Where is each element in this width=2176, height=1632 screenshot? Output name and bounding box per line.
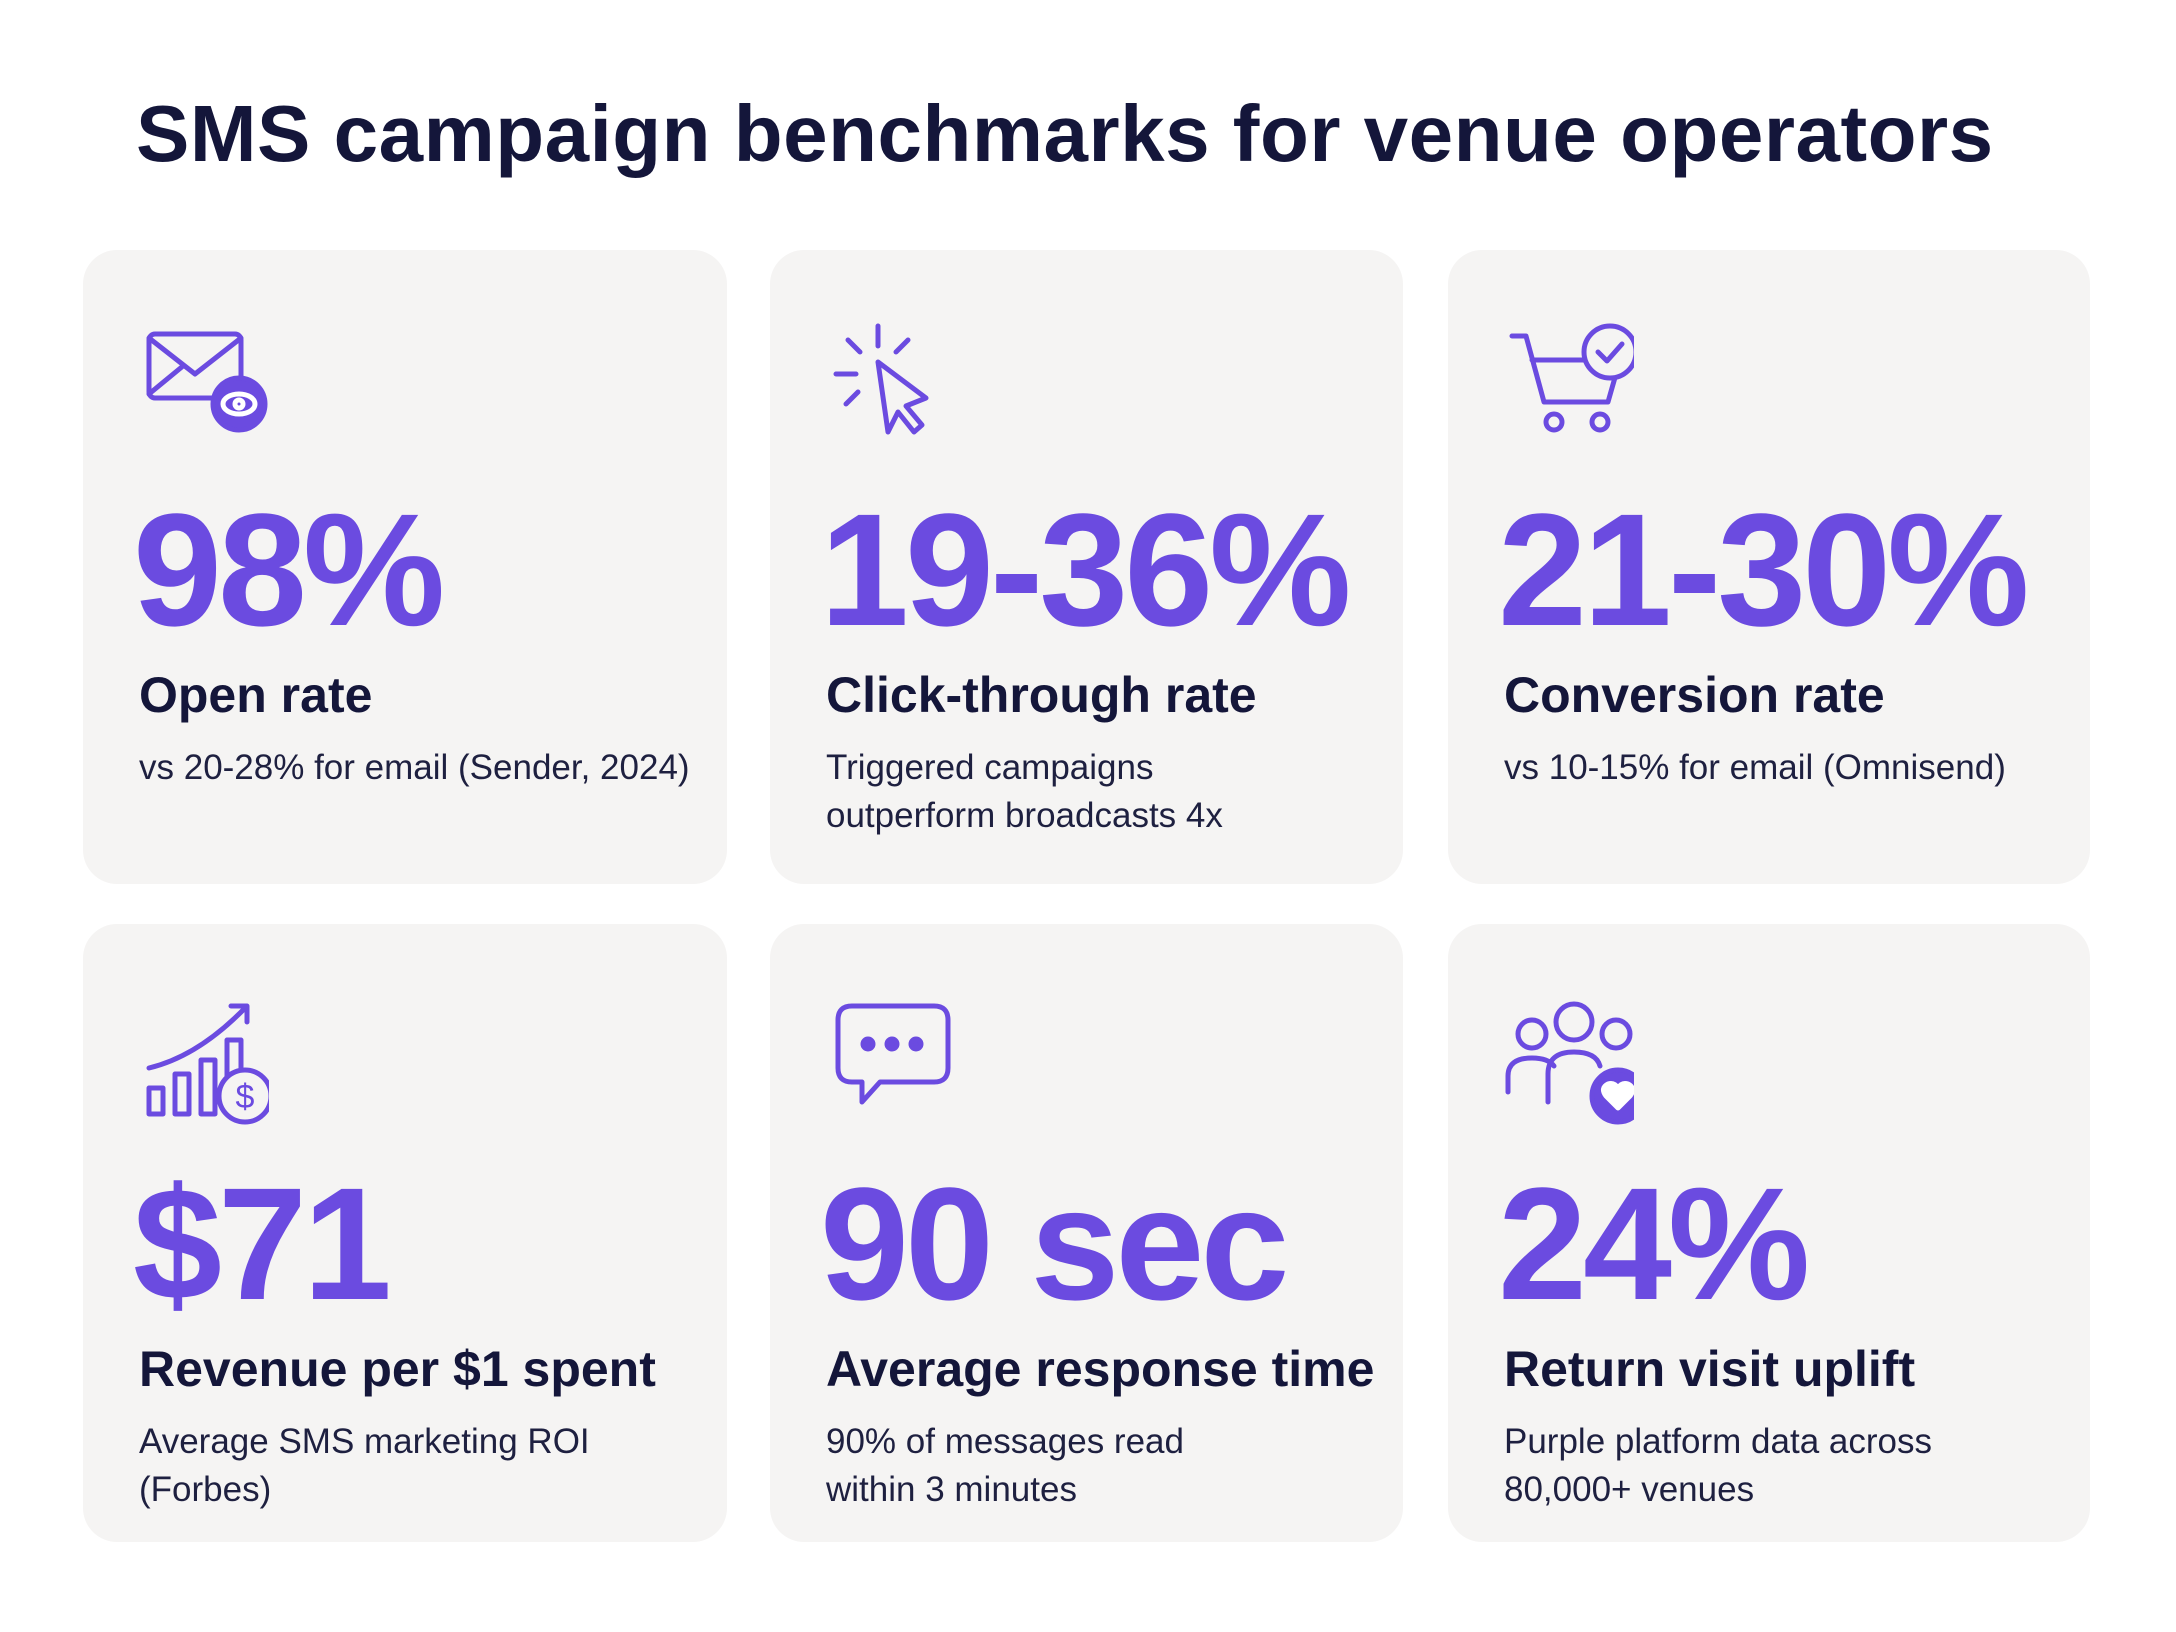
description-line: Average SMS marketing ROI [139,1422,590,1461]
card-icon [835,1003,951,1105]
stat-label: Conversion rate [1504,667,1885,723]
page-title: SMS campaign benchmarks for venue operat… [136,89,1994,178]
stat-label: Click-through rate [826,667,1257,723]
description-line: (Forbes) [139,1470,272,1509]
card-icon [146,331,268,433]
stat-value: 98% [133,480,445,659]
stat-description: vs 10-15% for email (Omnisend) [1504,744,2006,792]
description-line: 90% of messages read [826,1422,1184,1461]
stat-value: 90 sec [820,1154,1289,1333]
card-icon [1509,323,1634,433]
stat-value: $71 [133,1154,392,1333]
stat-card: 90 sec Average response time 90% of messag… [770,924,1403,1542]
description-line: vs 20-28% for email (Sender, 2024) [139,748,690,787]
stat-card: $ $71 Revenue per $1 spent Average SMS mark… [83,924,727,1542]
stat-value: 24% [1498,1154,1810,1333]
stat-description: 90% of messages read within 3 minutes [826,1418,1184,1514]
description-line: within 3 minutes [826,1470,1077,1509]
svg-text:$: $ [236,1078,255,1116]
card-icon: $ [146,1003,269,1125]
stat-description: vs 20-28% for email (Sender, 2024) [139,744,690,792]
stat-description: Average SMS marketing ROI (Forbes) [139,1418,590,1514]
stat-value: 21-30% [1498,480,2029,659]
stat-label: Open rate [139,667,373,723]
description-line: outperform broadcasts 4x [826,796,1223,835]
card-icon [833,323,929,435]
stat-label: Average response time [826,1341,1375,1397]
card-icon [1505,1001,1634,1125]
stat-value: 19-36% [820,480,1351,659]
stat-label: Return visit uplift [1504,1341,1916,1397]
description-line: 80,000+ venues [1504,1470,1755,1509]
stat-description: Purple platform data across 80,000+ venue… [1504,1418,1932,1514]
description-line: vs 10-15% for email (Omnisend) [1504,748,2006,787]
stat-description: Triggered campaigns outperform broadcasts… [826,744,1223,840]
stat-card: 24% Return visit uplift Purple platform da… [1448,924,2090,1542]
stat-card: 98% Open rate vs 20-28% for email (Sender,… [83,250,727,884]
stat-label: Revenue per $1 spent [139,1341,656,1397]
description-line: Triggered campaigns [826,748,1154,787]
stat-card: 19-36% Click-through rate Triggered campai… [770,250,1403,884]
description-line: Purple platform data across [1504,1422,1932,1461]
stat-card: 21-30% Conversion rate vs 10-15% for email… [1448,250,2090,884]
